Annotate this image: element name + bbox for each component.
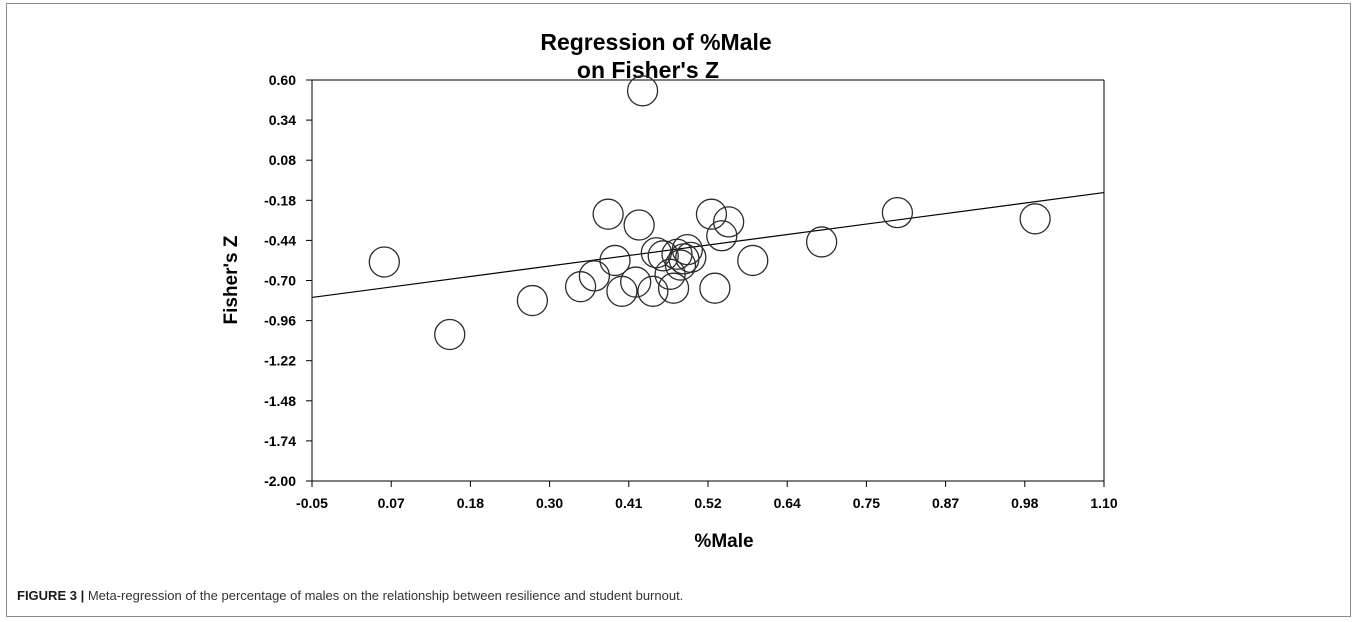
- x-tick-label: 0.52: [694, 495, 721, 511]
- y-tick-label: -0.44: [264, 232, 296, 248]
- data-point: [713, 206, 745, 238]
- y-tick-label: -1.48: [264, 393, 296, 409]
- data-point: [606, 275, 638, 307]
- data-point: [626, 75, 659, 107]
- data-point: [637, 275, 669, 307]
- y-tick-label: -1.74: [264, 433, 296, 449]
- data-point: [695, 198, 728, 230]
- data-point: [647, 240, 679, 272]
- data-point: [657, 272, 690, 304]
- y-tick-label: 0.34: [269, 112, 296, 128]
- y-axis-label: Fisher's Z: [221, 235, 242, 324]
- x-tick-label: 1.10: [1090, 495, 1117, 511]
- regression-line-layer: [311, 191, 1105, 299]
- x-axis-label: %Male: [694, 531, 753, 552]
- data-point: [620, 266, 652, 298]
- x-tick-label: 0.75: [853, 495, 880, 511]
- y-tick-label: 0.60: [269, 72, 296, 88]
- data-point: [564, 271, 597, 303]
- data-point: [706, 220, 738, 252]
- x-tick-label: 0.98: [1011, 495, 1038, 511]
- data-point: [1019, 203, 1051, 235]
- x-tick-label: -0.05: [296, 495, 328, 511]
- data-point: [516, 284, 549, 317]
- figure-number: FIGURE 3 |: [17, 588, 85, 603]
- data-points: [368, 75, 1051, 351]
- data-point: [368, 246, 400, 278]
- data-point: [805, 226, 838, 258]
- x-tick-label: 0.07: [378, 495, 405, 511]
- figure-caption: FIGURE 3 | Meta-regression of the percen…: [17, 588, 1337, 603]
- x-tick-label: 0.41: [615, 495, 642, 511]
- data-point: [578, 260, 611, 292]
- y-tick-label: -0.96: [264, 313, 296, 329]
- x-tick-label: 0.64: [774, 495, 801, 511]
- data-point: [434, 318, 466, 351]
- data-point: [881, 196, 914, 229]
- y-tick-label: -0.18: [264, 192, 296, 208]
- data-point: [699, 272, 731, 304]
- data-point: [675, 241, 707, 274]
- regression-line: [311, 191, 1105, 299]
- x-tick-label: 0.87: [932, 495, 959, 511]
- data-point: [599, 244, 631, 277]
- data-point: [592, 198, 624, 230]
- y-tick-label: 0.08: [269, 152, 296, 168]
- chart-title-line-2: on Fisher's Z: [577, 57, 719, 83]
- data-point: [664, 249, 697, 281]
- data-point: [671, 234, 703, 266]
- y-tick-label: -2.00: [264, 473, 296, 489]
- x-tick-label: 0.30: [536, 495, 563, 511]
- y-tick-label: -1.22: [264, 353, 296, 369]
- figure-frame: [6, 3, 1351, 617]
- data-point: [737, 244, 769, 277]
- caption-text: Meta-regression of the percentage of mal…: [84, 588, 684, 603]
- axes: 0.60 0.34 0.08 -0.18 -0.44 -0.70 -0.96 -1.22 -1.…: [264, 72, 1118, 511]
- data-point: [623, 209, 655, 241]
- y-tick-label: -0.70: [264, 273, 296, 289]
- x-tick-label: 0.18: [457, 495, 484, 511]
- chart-title-line-1: Regression of %Male: [540, 29, 771, 55]
